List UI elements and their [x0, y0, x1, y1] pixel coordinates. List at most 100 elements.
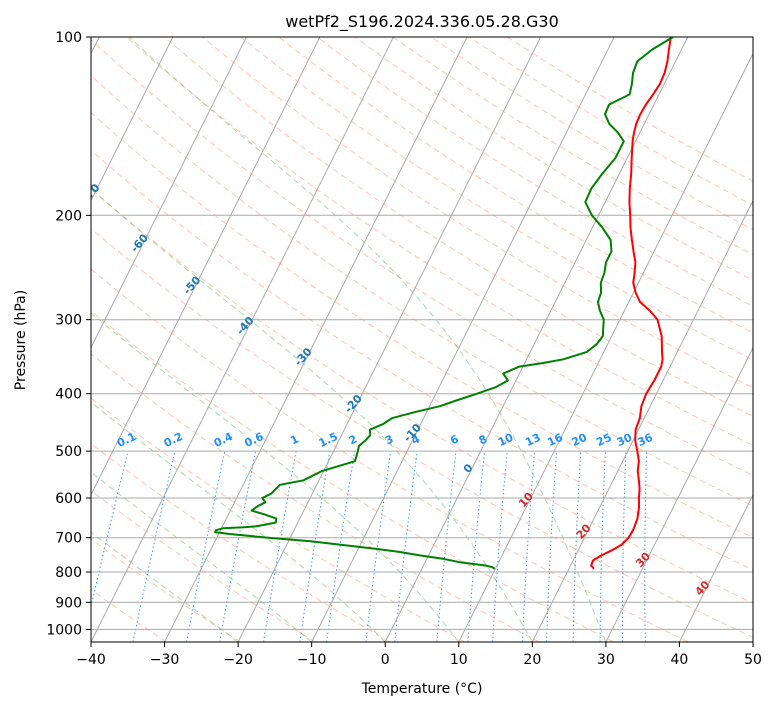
temperature-line: [590, 37, 672, 570]
mixing-ratio-line: [132, 450, 176, 642]
dry-adiabat-line: [91, 74, 753, 507]
mixing-ratio-line: [546, 451, 558, 642]
isotherm-label: 0: [461, 461, 476, 476]
dry-adiabat-line: [91, 228, 753, 638]
isotherm-line: [384, 37, 689, 642]
x-tick-label: 0: [381, 652, 390, 668]
mixing-ratio-label: 0.2: [162, 430, 185, 450]
x-tick-label: −10: [297, 652, 327, 668]
dry-adiabat-line: [91, 38, 753, 476]
x-tick-label: 40: [671, 652, 689, 668]
axis-ticks: −40 −30 −20 −10 0 10 20 30 40 5010009008007006005…: [46, 30, 762, 668]
mixing-ratio-label: 0.4: [212, 430, 235, 450]
mixing-ratio-line: [394, 451, 418, 642]
isotherm-line: [311, 37, 615, 642]
x-tick-label: 30: [597, 652, 615, 668]
x-tick-label: 50: [744, 652, 762, 668]
mixing-ratio-label: 1: [288, 432, 300, 447]
dry-adiabat-line: [164, 37, 753, 417]
mixing-ratio-line: [599, 451, 606, 642]
dewpoint-line: [214, 37, 674, 570]
mixing-ratio-label: 25: [594, 431, 613, 449]
dry-adiabat-line: [392, 37, 753, 256]
y-axis-label: Pressure (hPa): [13, 290, 29, 390]
mixing-ratio-label: 30: [615, 431, 635, 449]
y-tick-label: 800: [55, 565, 82, 581]
mixing-ratio-label: 13: [523, 431, 542, 449]
mixing-ratio-line: [91, 450, 129, 609]
mixing-ratio-label: 10: [496, 431, 516, 449]
isotherm-line: [531, 199, 753, 642]
dry-adiabat-line: [91, 397, 465, 642]
x-tick-label: −30: [150, 652, 180, 668]
mixing-ratio-label: 0.1: [115, 430, 138, 450]
moist-adiabat-line: [91, 188, 533, 642]
dry-adiabat-line: [278, 37, 753, 334]
isotherm-line: [678, 493, 753, 642]
y-tick-label: 900: [55, 595, 82, 611]
mixing-ratio-label: 3: [383, 432, 395, 447]
background-lines: [91, 37, 753, 642]
y-tick-label: 300: [55, 313, 82, 329]
mixing-ratio-label: 36: [636, 431, 656, 449]
dry-adiabat-line: [240, 37, 753, 361]
plot-frame: [90, 36, 754, 643]
isotherm-line: [237, 37, 542, 642]
y-tick-label: 100: [55, 30, 82, 46]
dry-adiabat-line: [91, 353, 540, 642]
x-tick-label: −20: [223, 652, 253, 668]
isotherm-label: -80: [25, 144, 48, 168]
y-tick-label: 700: [55, 531, 82, 547]
dry-adiabat-line: [91, 111, 753, 539]
x-axis-label: Temperature (°C): [361, 681, 483, 697]
dry-adiabat-line: [91, 588, 167, 642]
moist-adiabat-line: [91, 471, 313, 642]
x-tick-label: −40: [76, 652, 106, 668]
y-tick-label: 500: [55, 444, 82, 460]
chart-title: wetPf2_S196.2024.336.05.28.G30: [285, 12, 559, 32]
mixing-ratio-line: [522, 451, 535, 642]
mixing-ratio-line: [436, 451, 457, 642]
dry-adiabat-line: [316, 37, 753, 307]
dry-adiabat-line: [91, 188, 753, 604]
y-tick-label: 400: [55, 387, 82, 403]
x-tick-label: 10: [450, 652, 468, 668]
x-tick-label: 20: [523, 652, 541, 668]
mixing-ratio-line: [492, 451, 508, 642]
mixing-ratio-label: 20: [570, 431, 590, 449]
isotherm-line: [164, 37, 468, 642]
moist-adiabat-line: [91, 312, 460, 642]
dry-adiabat-line: [430, 37, 753, 231]
isotherm-line: [91, 37, 394, 642]
dry-adiabat-line: [91, 268, 689, 642]
grid-lines: [91, 37, 753, 642]
mixing-ratio-line: [365, 451, 392, 642]
isotherm-line: [91, 37, 321, 496]
dry-adiabat-line: [91, 310, 614, 642]
y-tick-label: 200: [55, 208, 82, 224]
mixing-ratio-line: [644, 451, 648, 642]
dry-adiabat-line: [202, 37, 753, 389]
mixing-ratio-line: [186, 450, 226, 642]
mixing-ratio-label: 6: [448, 432, 461, 447]
mixing-ratio-line: [299, 451, 331, 642]
dry-adiabat-line: [91, 490, 316, 642]
mixing-ratio-line: [467, 451, 485, 642]
profile-series: [214, 37, 674, 570]
mixing-ratio-line: [622, 451, 627, 642]
isotherm-line: [752, 640, 753, 642]
dry-adiabat-line: [468, 37, 753, 206]
isotherm-line: [91, 37, 247, 349]
mixing-ratio-line: [263, 451, 297, 642]
moist-adiabat-line: [128, 37, 607, 642]
line-annotations: 0.10.20.40.611.52346810131620253036-100-…: [25, 144, 713, 598]
y-tick-label: 600: [55, 491, 82, 507]
dry-adiabat-line: [91, 443, 391, 642]
isotherm-line: [605, 346, 753, 642]
moist-adiabat-line: [91, 531, 239, 642]
isotherm-line: [458, 52, 753, 642]
mixing-ratio-label: 8: [477, 432, 489, 447]
isotherm-line: [91, 37, 174, 202]
isotherm-label: -70: [80, 181, 103, 205]
y-tick-label: 1000: [46, 622, 82, 638]
